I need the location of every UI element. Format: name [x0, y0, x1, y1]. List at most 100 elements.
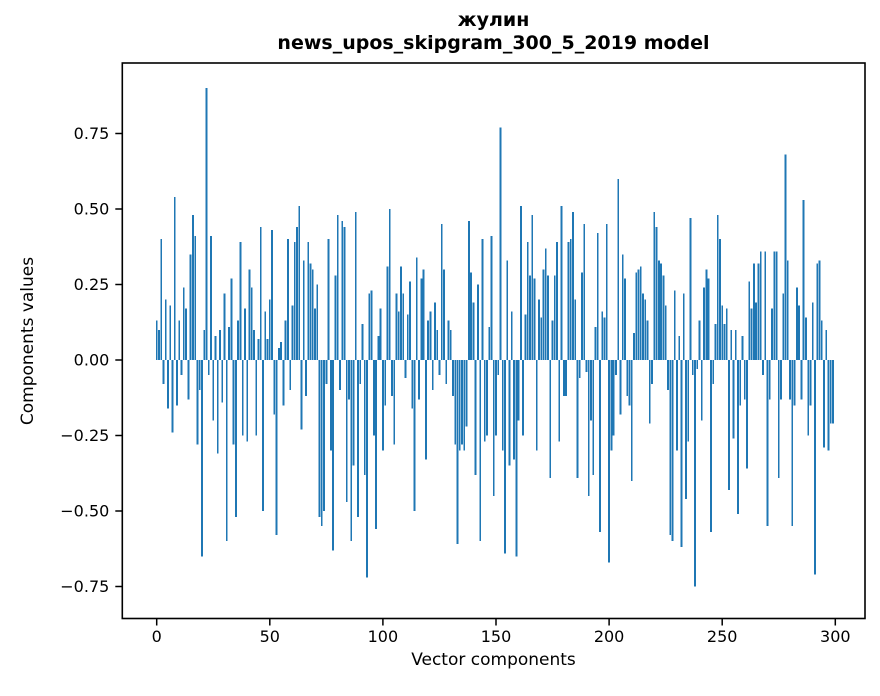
bar — [388, 209, 391, 360]
bar — [617, 178, 620, 360]
bar — [248, 269, 251, 360]
bar — [173, 196, 176, 360]
bar — [614, 360, 617, 376]
bar — [404, 360, 407, 379]
bar — [463, 360, 466, 451]
bar — [628, 360, 631, 406]
bar — [169, 305, 172, 360]
bar — [743, 360, 746, 400]
y-axis-label: Components values — [18, 256, 38, 426]
bar — [574, 299, 577, 360]
x-tick-label: 0 — [152, 627, 162, 646]
bar — [307, 242, 310, 360]
bar — [807, 360, 810, 436]
bar — [804, 317, 807, 360]
bar — [434, 302, 436, 360]
bar — [540, 317, 543, 360]
bar — [626, 360, 629, 397]
bar — [750, 308, 753, 360]
bar — [653, 212, 656, 360]
bar — [730, 329, 733, 360]
bar — [504, 360, 506, 554]
bar — [522, 360, 525, 436]
bar — [680, 360, 683, 548]
bar — [280, 341, 283, 360]
bar — [689, 218, 692, 360]
bar — [820, 320, 823, 360]
bar — [619, 360, 622, 415]
bar — [386, 266, 389, 360]
bar — [241, 360, 244, 436]
bar — [316, 284, 319, 360]
bar — [818, 260, 821, 360]
bar — [635, 272, 638, 360]
bar — [723, 323, 726, 360]
bar — [352, 360, 355, 466]
bar — [551, 320, 554, 360]
bar — [757, 263, 760, 360]
bar — [777, 360, 780, 478]
bar — [657, 260, 660, 360]
bar — [311, 269, 314, 360]
bar — [411, 360, 414, 409]
bar — [162, 360, 165, 385]
bar — [406, 314, 409, 360]
bar — [583, 224, 586, 360]
bar — [800, 360, 803, 400]
bar — [700, 360, 703, 421]
bar — [581, 272, 583, 360]
bar — [348, 360, 350, 400]
bar — [558, 360, 561, 442]
bar — [298, 205, 301, 360]
bar — [370, 290, 373, 360]
bar — [327, 239, 330, 360]
bar — [576, 360, 579, 478]
bar — [287, 239, 289, 360]
bar — [225, 360, 228, 542]
bar — [314, 308, 316, 360]
bar — [479, 360, 482, 542]
bar — [339, 360, 341, 391]
bar — [590, 360, 592, 421]
bar — [180, 360, 183, 376]
bar — [639, 266, 642, 360]
bar — [809, 360, 812, 406]
bar — [397, 311, 400, 360]
bar — [384, 360, 387, 406]
bar — [712, 360, 715, 385]
bar — [300, 360, 303, 430]
bar — [517, 360, 520, 421]
bar — [194, 236, 197, 360]
bar — [495, 360, 497, 436]
bar — [630, 360, 633, 481]
bar — [232, 360, 235, 445]
bar — [827, 360, 830, 451]
bar — [467, 221, 470, 360]
bar — [594, 326, 597, 360]
bar — [565, 360, 568, 397]
bar — [669, 360, 672, 536]
bar — [343, 227, 346, 360]
bar — [492, 360, 495, 496]
bar — [531, 215, 534, 360]
x-tick-label: 50 — [260, 627, 280, 646]
bar — [234, 360, 237, 518]
bar — [223, 293, 226, 360]
bar — [823, 360, 825, 448]
bar — [771, 308, 773, 360]
bar — [230, 278, 233, 360]
bar — [329, 360, 332, 451]
bar — [578, 360, 581, 379]
bar — [556, 242, 558, 360]
bar — [207, 360, 210, 376]
bar — [201, 360, 203, 557]
bar — [633, 332, 635, 360]
bar — [325, 360, 328, 385]
bar — [721, 305, 724, 360]
bar — [447, 320, 450, 360]
plot-border — [121, 62, 866, 620]
bar — [284, 320, 287, 360]
bar — [189, 254, 192, 360]
